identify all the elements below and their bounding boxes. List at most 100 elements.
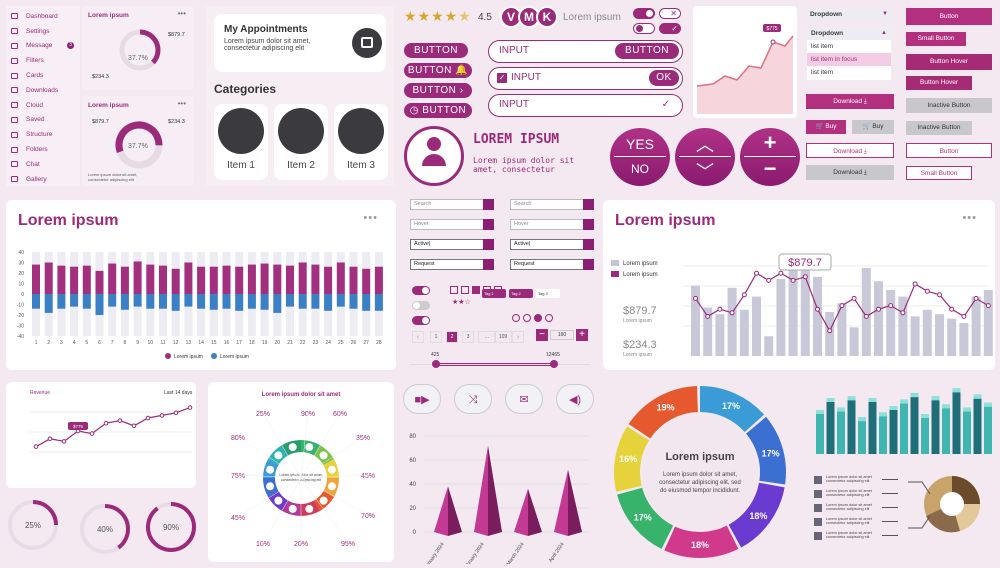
dropdown-option[interactable]: list item <box>811 43 834 50</box>
validated-input[interactable]: INPUT ✓ <box>488 94 683 117</box>
search-field[interactable]: Request <box>510 259 594 270</box>
slider-handle-min[interactable] <box>432 360 440 368</box>
tag-chip[interactable]: Tag 2 <box>509 289 533 298</box>
sidebar-item-message[interactable]: Message 3 <box>6 39 80 54</box>
timer-button[interactable]: ◷ BUTTON <box>404 103 472 118</box>
up-down-button[interactable]: ︿ ﹀ <box>675 128 735 186</box>
dropdown-option[interactable]: list item <box>811 69 834 76</box>
toggle-switch[interactable] <box>412 286 430 295</box>
image-icon[interactable] <box>352 28 382 58</box>
star-rating[interactable]: ★★★★★ <box>404 8 472 24</box>
yes-no-button[interactable]: YES NO <box>610 128 670 186</box>
plus-icon[interactable]: + <box>576 329 588 341</box>
radio-button[interactable] <box>545 314 553 322</box>
toggle-switch-off[interactable] <box>633 23 655 34</box>
toggle-switch[interactable] <box>412 301 430 310</box>
pager-page[interactable]: 109 <box>494 331 512 343</box>
search-icon[interactable] <box>483 259 494 270</box>
search-field[interactable]: Active| <box>510 239 594 250</box>
close-toggle-icon[interactable]: ✕ <box>659 8 681 19</box>
pager-page[interactable]: 1 <box>430 331 442 343</box>
appointment-box[interactable]: My Appointments Lorem ipsum dolor sit am… <box>214 14 386 72</box>
video-icon[interactable]: ■▶ <box>403 384 441 414</box>
check-toggle-icon[interactable]: ✓ <box>659 23 681 34</box>
pager-prev-icon[interactable]: ‹ <box>412 331 424 343</box>
sidebar-item-folders[interactable]: Folders <box>6 142 80 157</box>
radio-button[interactable] <box>523 314 531 322</box>
plus-minus-button[interactable]: + − <box>740 128 800 186</box>
search-icon[interactable] <box>583 199 594 210</box>
next-button[interactable]: BUTTON › <box>404 83 472 98</box>
mail-icon[interactable]: ✉ <box>505 384 543 414</box>
search-icon[interactable] <box>583 259 594 270</box>
more-icon[interactable]: ••• <box>363 212 378 224</box>
tag-chip[interactable]: Tag 1 <box>482 289 506 298</box>
sidebar-item-cards[interactable]: Cards <box>6 68 80 83</box>
search-field[interactable]: Search <box>510 199 594 210</box>
volume-icon[interactable]: ◀) <box>556 384 594 414</box>
sidebar-item-saved[interactable]: Saved <box>6 113 80 128</box>
toggle-switch[interactable] <box>412 316 430 325</box>
search-icon[interactable] <box>583 239 594 250</box>
sidebar-item-chat[interactable]: Chat <box>6 157 80 172</box>
sidebar-item-dashboard[interactable]: Dashboard <box>6 9 80 24</box>
hover-small-button[interactable]: Button Hover <box>906 76 972 90</box>
pager-next-icon[interactable]: › <box>512 331 524 343</box>
buy-button[interactable]: 🛒 Buy <box>806 120 846 134</box>
checkbox[interactable] <box>472 286 480 294</box>
checkbox-input[interactable]: ✓ INPUT OK <box>488 67 683 90</box>
quantity-stepper[interactable]: 160 <box>550 330 574 340</box>
outline-button[interactable]: Button <box>906 143 992 158</box>
more-icon[interactable]: ••• <box>177 99 186 108</box>
search-field[interactable]: Search <box>410 199 494 210</box>
sidebar-item-gallery[interactable]: Gallery <box>6 172 80 187</box>
category-card[interactable]: Item 1 <box>214 104 268 180</box>
sidebar-item-downloads[interactable]: Downloads <box>6 83 80 98</box>
no-button[interactable]: NO <box>631 162 649 176</box>
more-icon[interactable]: ••• <box>177 9 186 18</box>
download-outline-button[interactable]: Download ⤓ <box>806 143 894 158</box>
search-field[interactable]: Hover <box>510 219 594 230</box>
avatar[interactable]: K <box>536 6 558 28</box>
small-button[interactable]: Small Button <box>906 32 966 46</box>
checkbox[interactable] <box>450 286 458 294</box>
search-field[interactable]: Hover <box>410 219 494 230</box>
dropdown-option[interactable]: list item in focus <box>807 53 891 66</box>
plus-icon[interactable]: + <box>763 130 777 155</box>
pager-page[interactable]: ... <box>478 331 496 343</box>
minus-icon[interactable]: − <box>763 156 777 181</box>
button[interactable]: Button <box>906 8 992 25</box>
minus-icon[interactable]: − <box>536 329 548 341</box>
radio-button[interactable] <box>534 314 542 322</box>
tag-chip[interactable]: Tag 3 <box>536 289 560 298</box>
download-gray-button[interactable]: Download ⤓ <box>806 165 894 180</box>
slider-handle-max[interactable] <box>550 360 558 368</box>
search-field[interactable]: Active| <box>410 239 494 250</box>
download-button[interactable]: Download ⤓ <box>806 94 894 109</box>
chevron-down-icon[interactable]: ﹀ <box>696 162 714 182</box>
primary-button[interactable]: BUTTON <box>404 43 468 58</box>
search-icon[interactable] <box>483 199 494 210</box>
outline-small-button[interactable]: Small Button <box>906 166 972 180</box>
search-icon[interactable] <box>483 239 494 250</box>
ok-button[interactable]: OK <box>649 70 679 86</box>
radio-button[interactable] <box>512 314 520 322</box>
more-icon[interactable]: ••• <box>962 212 977 224</box>
sidebar-item-settings[interactable]: Settings <box>6 24 80 39</box>
category-card[interactable]: Item 3 <box>334 104 388 180</box>
input-submit-button[interactable]: BUTTON <box>615 43 679 59</box>
pager-page[interactable]: 2 <box>446 331 458 343</box>
star-rating[interactable]: ★★☆ <box>452 299 471 306</box>
dropdown-collapsed[interactable]: Dropdown ▼ <box>806 8 892 21</box>
sidebar-item-cloud[interactable]: Cloud <box>6 98 80 113</box>
avatar[interactable] <box>404 126 464 186</box>
yes-button[interactable]: YES <box>625 136 654 152</box>
hover-button[interactable]: Button Hover <box>906 54 992 70</box>
notification-button[interactable]: BUTTON 🔔 <box>404 63 472 78</box>
search-icon[interactable] <box>483 219 494 230</box>
shuffle-icon[interactable]: ⤨ <box>454 384 492 414</box>
sidebar-item-structure[interactable]: Structure <box>6 127 80 142</box>
toggle-switch[interactable] <box>633 8 655 19</box>
pager-page[interactable]: 3 <box>462 331 474 343</box>
checkbox[interactable] <box>461 286 469 294</box>
